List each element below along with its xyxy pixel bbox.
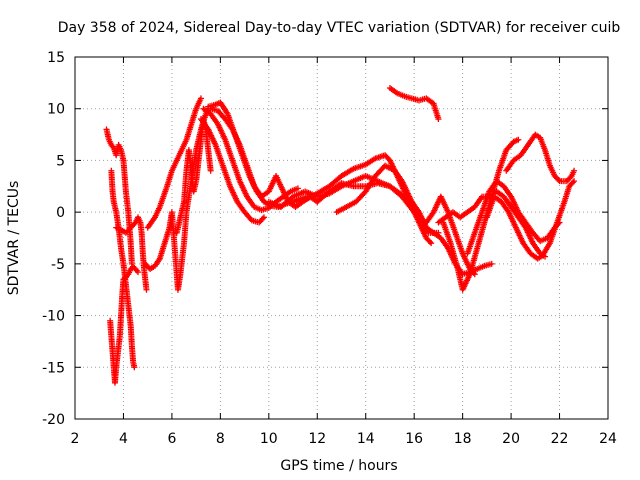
- series-early-cluster-d: [113, 214, 150, 293]
- x-tick-label: 22: [551, 431, 569, 447]
- y-tick-label: 5: [56, 153, 65, 169]
- series-early-cluster-c: [108, 167, 138, 371]
- y-tick-label: -15: [42, 360, 65, 376]
- data-point: [435, 116, 442, 123]
- data-point: [131, 220, 138, 227]
- y-tick-label: 15: [47, 50, 65, 66]
- y-tick-label: 10: [47, 102, 65, 118]
- data-point: [131, 364, 138, 371]
- x-tick-label: 24: [599, 431, 617, 447]
- series-isolated-arc: [386, 85, 442, 123]
- x-tick-label: 18: [454, 431, 472, 447]
- data-point: [134, 269, 141, 276]
- y-axis-label: SDTVAR / TECUs: [6, 181, 22, 296]
- x-axis-label: GPS time / hours: [280, 458, 397, 474]
- data-point: [259, 215, 266, 222]
- x-tick-label: 2: [71, 431, 80, 447]
- x-tick-label: 10: [260, 431, 278, 447]
- y-tick-label: -20: [42, 412, 65, 428]
- data-point: [471, 271, 478, 278]
- x-axis-ticks: 2 4 6 8 10 12 14 16 18 20 22 24: [71, 57, 617, 447]
- data-point: [488, 260, 495, 267]
- data-point: [428, 240, 435, 247]
- y-axis-ticks: 15 10 5 0 -5 -10 -15 -20: [42, 50, 608, 428]
- series-peak-arc-b: [200, 105, 301, 214]
- series-peak-arc-c: [197, 116, 267, 226]
- x-tick-label: 20: [502, 431, 520, 447]
- y-tick-label: -5: [51, 257, 65, 273]
- series-late-e: [423, 193, 478, 278]
- x-tick-label: 6: [167, 431, 176, 447]
- x-tick-label: 16: [405, 431, 423, 447]
- x-tick-label: 12: [308, 431, 326, 447]
- series-late-g: [483, 178, 578, 262]
- series-rise-b: [144, 95, 204, 231]
- data-point: [260, 214, 267, 221]
- x-tick-label: 8: [216, 431, 225, 447]
- series-late-d: [464, 178, 563, 257]
- y-tick-label: 0: [56, 205, 65, 221]
- data-point: [426, 238, 433, 245]
- chart-title: Day 358 of 2024, Sidereal Day-to-day VTE…: [58, 20, 621, 36]
- series-early-cluster-b: [107, 263, 141, 386]
- data-point: [571, 178, 578, 185]
- data-point: [294, 185, 301, 192]
- data-point: [515, 136, 522, 143]
- data-point: [470, 269, 477, 276]
- data-point: [207, 167, 214, 174]
- series-peak-arc-d: [207, 105, 321, 210]
- data-points: [103, 85, 578, 386]
- data-point: [197, 95, 204, 102]
- series-late-f: [503, 131, 578, 185]
- y-tick-label: -10: [42, 309, 65, 325]
- series-mid-c: [290, 152, 435, 247]
- x-tick-label: 4: [119, 431, 128, 447]
- series-mid-d: [314, 180, 437, 236]
- data-point: [571, 167, 578, 174]
- plot-frame: [74, 56, 609, 420]
- series-early-cluster-a: [103, 126, 135, 267]
- x-tick-label: 14: [357, 431, 375, 447]
- data-point: [567, 174, 574, 181]
- data-point: [555, 176, 562, 183]
- data-point: [288, 194, 295, 201]
- data-point: [569, 179, 576, 186]
- data-point: [143, 286, 150, 293]
